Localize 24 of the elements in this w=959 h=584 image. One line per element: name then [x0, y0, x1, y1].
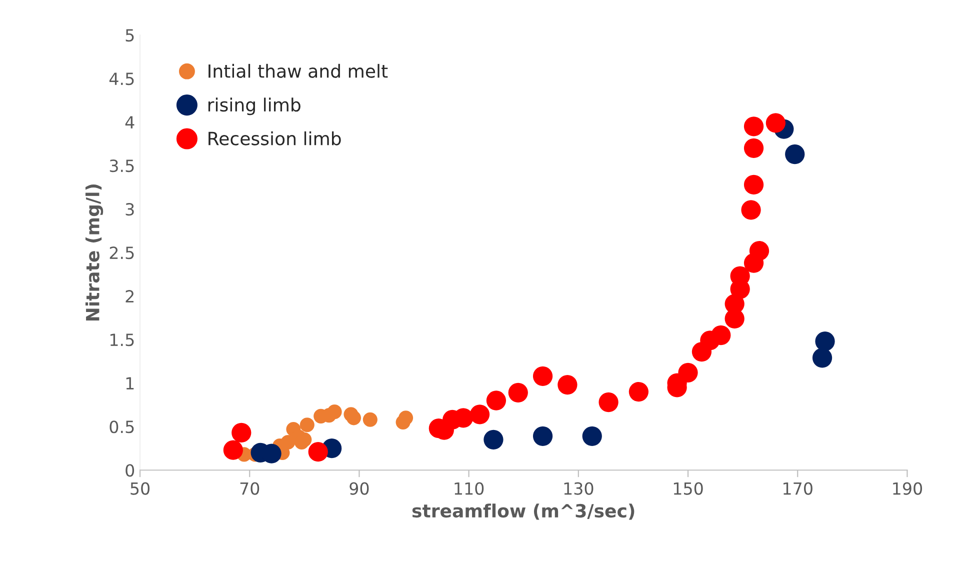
y-tick-label: 3 [126, 203, 134, 216]
y-tick-label: 1 [126, 377, 134, 390]
y-tick-label: 4.5 [109, 72, 134, 86]
legend-label: rising limb [208, 98, 300, 116]
y-tick-label: 0 [126, 464, 134, 477]
x-tick-label: 70 [240, 482, 260, 495]
x-tick-label: 50 [130, 482, 150, 495]
x-tick-label: 90 [350, 482, 369, 495]
legend-label: Intial thaw and melt [208, 64, 388, 78]
y-tick-label: 5 [126, 29, 134, 42]
y-tick-label: 1.5 [110, 334, 134, 346]
y-tick-label: 2.5 [110, 246, 134, 260]
y-tick-label: 2 [126, 290, 134, 302]
x-tick-label: 190 [893, 482, 922, 495]
x-tick-label: 170 [784, 482, 812, 495]
y-tick-label: 3.5 [110, 160, 134, 172]
y-tick-label: 0.5 [110, 420, 134, 434]
x-tick-label: 130 [564, 482, 594, 495]
y-axis-title: Nitrate (mg/l) [85, 184, 104, 321]
legend-label: Recession limb [208, 131, 341, 146]
y-tick-label: 4 [125, 116, 134, 128]
x-axis-title: streamflow (m^3/sec) [412, 504, 634, 520]
x-tick-label: 150 [674, 482, 703, 495]
x-tick-label: 110 [454, 482, 484, 495]
